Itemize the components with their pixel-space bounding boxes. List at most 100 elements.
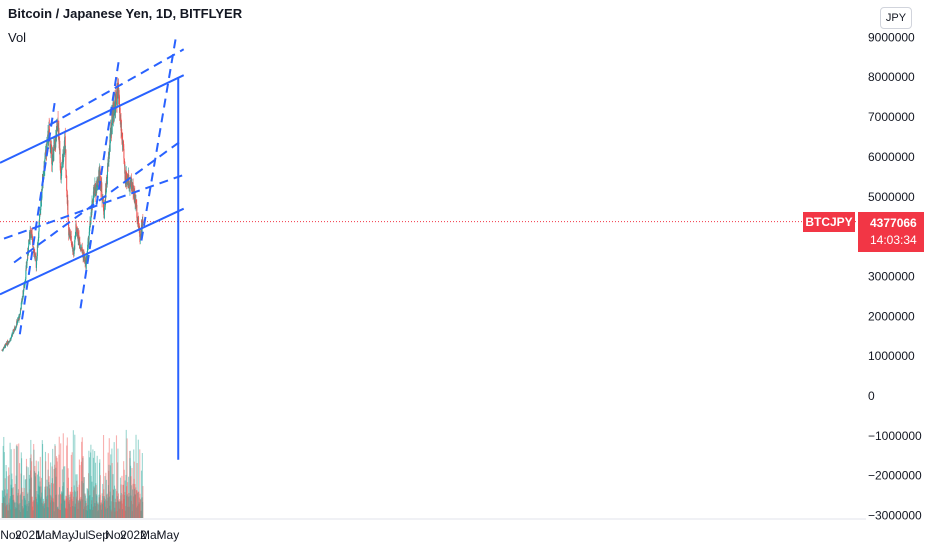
volume-bar: [138, 504, 140, 518]
volume-bar: [135, 490, 137, 518]
volume-bar: [141, 497, 143, 518]
volume-bar: [5, 465, 7, 518]
volume-bar: [8, 467, 10, 518]
candle-body: [18, 315, 20, 321]
price-axis[interactable]: 9000000800000070000006000000500000040000…: [868, 30, 922, 522]
last-price-value: 4377066: [870, 216, 917, 230]
volume-bar: [80, 498, 82, 518]
volume-bar: [19, 511, 21, 518]
candle-body: [69, 234, 71, 239]
volume-bar: [61, 493, 63, 518]
volume-bar: [77, 502, 80, 518]
volume-bar: [124, 491, 126, 518]
volume-bar: [121, 475, 123, 518]
candle-body: [12, 331, 14, 335]
volume-bar: [74, 506, 76, 518]
volume-bar: [121, 500, 123, 518]
volume-bar: [88, 450, 90, 518]
volume-bar: [40, 486, 42, 518]
dashed-trendline[interactable]: [13, 138, 185, 264]
volume-bar: [116, 496, 118, 518]
volume-bar: [91, 481, 93, 518]
volume-bar: [82, 483, 84, 518]
candle-body: [59, 163, 61, 168]
y-tick-label: 7000000: [868, 110, 915, 124]
volume-bar: [93, 487, 95, 518]
volume-bar: [16, 444, 18, 518]
candle-body: [105, 192, 107, 195]
volume-bar: [23, 475, 25, 518]
volume-bar: [56, 507, 59, 518]
volume-bar: [98, 462, 101, 518]
volume-bar: [64, 466, 66, 518]
volume-bar: [77, 500, 79, 518]
volume-bar: [58, 436, 60, 518]
volume-bar: [28, 501, 30, 518]
solid-trendline[interactable]: [0, 74, 185, 164]
volume-bar: [75, 496, 77, 518]
dashed-trendline[interactable]: [18, 102, 56, 335]
volume-bar: [56, 494, 58, 518]
volume-bar: [53, 469, 55, 518]
volume-bar: [134, 488, 136, 518]
candle-body: [2, 348, 4, 350]
volume-bar: [10, 484, 12, 518]
volume-bar: [27, 467, 29, 518]
candle-body: [125, 171, 127, 184]
volume-bar: [60, 443, 62, 518]
volume-bar: [40, 496, 42, 518]
volume-indicator-label[interactable]: Vol: [8, 30, 27, 45]
dashed-trendline[interactable]: [79, 57, 121, 309]
trendlines[interactable]: [0, 35, 185, 460]
volume-bar: [22, 491, 24, 518]
volume-bar: [70, 454, 72, 518]
solid-trendline[interactable]: [0, 207, 185, 296]
volume-bar: [71, 499, 73, 518]
volume-bar: [96, 455, 98, 518]
candle-body: [31, 233, 33, 237]
candle-body: [13, 329, 15, 332]
volume-bar: [94, 451, 96, 518]
volume-bar: [113, 489, 115, 518]
volume-bar: [88, 496, 90, 518]
volume-bar: [97, 509, 99, 518]
volume-bar: [61, 469, 63, 518]
candle-body: [36, 245, 38, 257]
volume-bar: [120, 493, 122, 518]
dashed-trendline[interactable]: [48, 48, 185, 126]
volume-bar: [99, 495, 101, 518]
volume-bar: [77, 508, 79, 518]
volume-bar: [138, 502, 140, 518]
volume-bar: [102, 435, 105, 518]
candle-body: [4, 343, 6, 348]
volume-bar: [40, 498, 42, 518]
volume-bar: [30, 439, 32, 518]
volume-bar: [78, 459, 80, 518]
y-tick-label: −2000000: [868, 469, 922, 483]
volume-bar: [130, 465, 132, 518]
last-price-tag: 4377066 14:03:34: [858, 212, 924, 252]
volume-bar: [91, 500, 93, 518]
candle-body: [104, 201, 106, 211]
candle-body: [10, 337, 12, 341]
volume-bar: [21, 487, 23, 518]
currency-button[interactable]: JPY: [880, 7, 912, 29]
volume-bar: [61, 491, 63, 518]
dashed-trendline[interactable]: [140, 35, 178, 241]
volume-bar: [73, 506, 75, 518]
volume-bar: [12, 495, 14, 518]
volume-bar: [95, 485, 97, 518]
candle-body: [117, 82, 119, 95]
volume-bar: [59, 493, 61, 518]
volume-bar: [44, 503, 46, 518]
volume-bar: [140, 510, 142, 518]
volume-bar: [29, 470, 32, 518]
volume-bar: [83, 477, 85, 518]
volume-bar: [98, 497, 100, 518]
volume-bar: [138, 491, 140, 518]
y-tick-label: 5000000: [868, 190, 915, 204]
dashed-trendline[interactable]: [3, 173, 185, 240]
volume-bar: [27, 492, 29, 518]
